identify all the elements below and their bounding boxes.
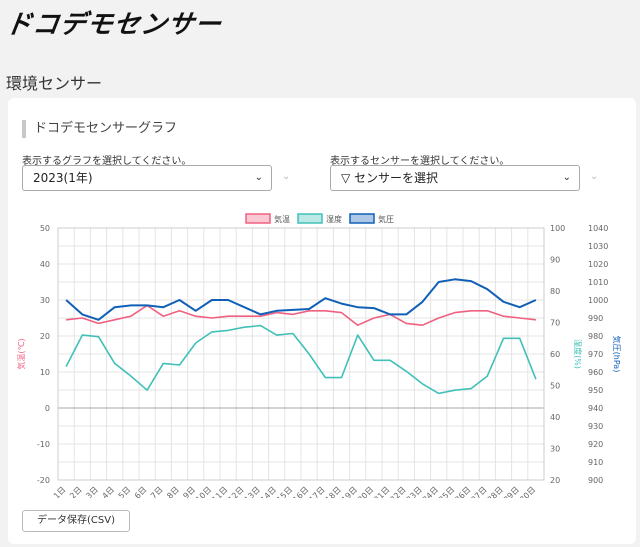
legend-label: 気温 xyxy=(274,214,290,224)
y-right-tick-label: 70 xyxy=(550,319,560,328)
legend-swatch xyxy=(245,213,271,224)
y-right2-tick-label: 1030 xyxy=(588,242,608,251)
legend-label: 気圧 xyxy=(378,214,394,224)
legend-label: 湿度 xyxy=(326,214,342,224)
page-title: 環境センサー xyxy=(6,74,103,93)
panel-title: ドコデモセンサーグラフ xyxy=(22,120,177,138)
chevron-down-icon: ⌄ xyxy=(282,171,291,182)
y-left-tick-label: 40 xyxy=(40,260,50,269)
legend-swatch xyxy=(349,213,375,224)
y-left-tick-label: 50 xyxy=(40,224,50,233)
plot-frame xyxy=(57,227,545,481)
y-right2-tick-label: 940 xyxy=(588,404,603,413)
y-right2-tick-label: 990 xyxy=(588,314,603,323)
y-right2-tick-label: 900 xyxy=(588,476,603,485)
y-left-tick-label: 30 xyxy=(40,296,50,305)
sensor-select-value: ▽ センサーを選択 xyxy=(341,171,439,185)
y-right-axis-title: 湿度(%) xyxy=(573,339,583,369)
y-left-tick-label: 20 xyxy=(40,332,50,341)
y-right-tick-label: 20 xyxy=(550,476,560,485)
x-tick-label: 5日 xyxy=(117,485,133,498)
chevron-down-icon: ⌄ xyxy=(562,172,571,183)
y-left-tick-label: -20 xyxy=(37,476,50,485)
chevron-down-icon: ⌄ xyxy=(254,172,263,183)
graph-select[interactable]: 2023(1年) ⌄ xyxy=(22,165,272,191)
y-right-tick-label: 90 xyxy=(550,256,560,265)
chevron-down-icon: ⌄ xyxy=(590,171,599,182)
y-right2-tick-label: 950 xyxy=(588,386,603,395)
graph-panel: ドコデモセンサーグラフ 表示するグラフを選択してください。 2023(1年) ⌄… xyxy=(8,98,636,544)
y-left-axis-title: 気温(℃) xyxy=(16,338,26,369)
y-right2-tick-label: 1020 xyxy=(588,260,608,269)
y-right2-tick-label: 1040 xyxy=(588,224,608,233)
y-right2-tick-label: 980 xyxy=(588,332,603,341)
y-right-tick-label: 50 xyxy=(550,382,560,391)
sensor-line-chart: 50403020100-10-2010090807060504030201040… xyxy=(16,213,622,498)
sensor-select[interactable]: ▽ センサーを選択 ⌄ xyxy=(330,165,580,191)
x-tick-label: 1日 xyxy=(52,485,68,498)
brand-logo: ドコデモセンサー xyxy=(3,10,224,40)
y-right2-axis-title: 気圧(hPa) xyxy=(612,336,622,373)
y-right2-tick-label: 930 xyxy=(588,422,603,431)
y-right2-tick-label: 970 xyxy=(588,350,603,359)
y-left-tick-label: 10 xyxy=(40,368,50,377)
y-right-tick-label: 40 xyxy=(550,413,560,422)
x-tick-label: 7日 xyxy=(149,485,165,498)
x-tick-label: 2日 xyxy=(68,485,84,498)
graph-select-value: 2023(1年) xyxy=(33,171,93,185)
y-right2-tick-label: 920 xyxy=(588,440,603,449)
sensor-select-label: 表示するセンサーを選択してください。 xyxy=(330,156,510,167)
legend-swatch xyxy=(297,213,323,224)
x-tick-label: 3日 xyxy=(84,485,100,498)
y-right2-tick-label: 1000 xyxy=(588,296,608,305)
y-right2-tick-label: 960 xyxy=(588,368,603,377)
y-right-tick-label: 30 xyxy=(550,445,560,454)
graph-select-label: 表示するグラフを選択してください。 xyxy=(22,156,192,167)
x-tick-label: 4日 xyxy=(100,485,116,498)
csv-download-button[interactable]: データ保存(CSV) xyxy=(22,510,130,532)
y-left-tick-label: 0 xyxy=(45,404,50,413)
y-right2-tick-label: 1010 xyxy=(588,278,608,287)
x-tick-label: 6日 xyxy=(133,485,149,498)
y-right-tick-label: 60 xyxy=(550,350,560,359)
y-right-tick-label: 100 xyxy=(550,224,565,233)
y-right-tick-label: 80 xyxy=(550,287,560,296)
series-line-right xyxy=(65,324,537,395)
series-line-left xyxy=(66,304,536,326)
series-line-right2 xyxy=(65,278,537,321)
y-left-tick-label: -10 xyxy=(37,440,50,449)
y-right2-tick-label: 910 xyxy=(588,458,603,467)
x-tick-label: 8日 xyxy=(165,485,181,498)
